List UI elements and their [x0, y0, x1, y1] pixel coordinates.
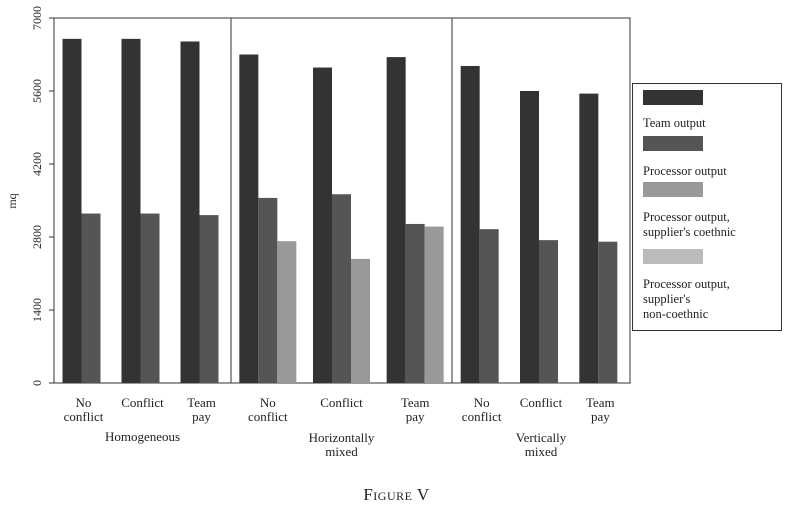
bar	[460, 65, 480, 383]
bar	[579, 93, 599, 383]
x-category-label: Team pay	[586, 395, 615, 424]
x-category-label: Conflict	[520, 395, 563, 410]
bar	[479, 229, 499, 383]
x-category-label: Conflict	[320, 395, 363, 410]
y-tick-label: 2800	[30, 225, 44, 249]
bar	[351, 258, 370, 383]
panel-label: Vertically mixed	[516, 430, 567, 459]
bar	[405, 223, 425, 383]
bar	[62, 38, 82, 383]
x-category-label: No conflict	[248, 395, 288, 424]
bar	[239, 54, 259, 383]
y-tick-label: 0	[30, 380, 44, 386]
chart-legend: Team output Processor output Processor out…	[632, 83, 782, 331]
bar	[258, 197, 278, 383]
bar	[598, 241, 618, 383]
bar	[81, 213, 101, 383]
y-tick-label: 1400	[30, 298, 44, 322]
y-axis-label: mq	[5, 193, 19, 208]
bar	[539, 240, 558, 383]
legend-label: Processor output	[643, 164, 727, 178]
y-tick-label: 4200	[30, 152, 44, 176]
bar-chart: 0 1400 2800 4200 5600 7000 mq No conflict Conflic…	[5, 6, 631, 459]
bar	[180, 41, 200, 383]
bar	[520, 91, 539, 383]
x-category-label: Conflict	[121, 395, 164, 410]
x-category-label: No conflict	[64, 395, 104, 424]
y-tick-label: 5600	[30, 79, 44, 103]
bar	[140, 213, 160, 383]
bar	[386, 57, 406, 383]
legend-label: Processor output, supplier's non-coethni…	[643, 277, 730, 321]
bar	[424, 226, 444, 383]
y-tick-label: 7000	[30, 6, 44, 30]
bar	[199, 215, 219, 383]
figure-caption: Figure V	[363, 485, 430, 504]
x-category-label: Team pay	[401, 395, 430, 424]
legend-swatch	[643, 182, 703, 197]
legend-label: Team output	[643, 116, 706, 130]
bar	[277, 241, 297, 383]
legend-swatch	[643, 90, 703, 105]
bar	[313, 67, 332, 384]
panel-label: Horizontally mixed	[309, 430, 375, 459]
legend-label: Processor output, supplier's coethnic	[643, 210, 736, 239]
panel-label: Homogeneous	[105, 429, 180, 444]
legend-swatch	[643, 249, 703, 264]
x-category-label: No conflict	[462, 395, 502, 424]
legend-swatch	[643, 136, 703, 151]
x-category-label: Team pay	[187, 395, 216, 424]
bar	[332, 194, 351, 383]
bar	[121, 38, 141, 383]
